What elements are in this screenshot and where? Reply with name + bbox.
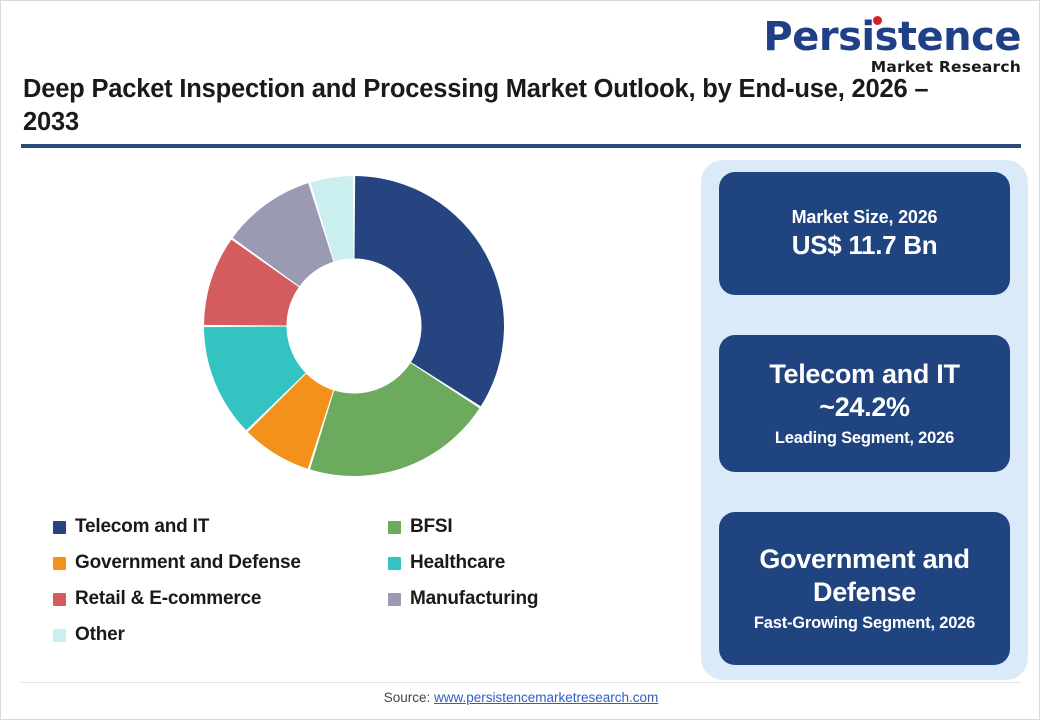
callout-market-size-value: US$ 11.7 Bn	[791, 230, 938, 261]
logo-dot-icon	[873, 16, 883, 25]
callout-fastest-growing-segment: Government and Defense Fast-Growing Segm…	[719, 512, 1010, 665]
callout-market-size-label: Market Size, 2026	[791, 207, 938, 228]
legend-item-label: Other	[75, 624, 125, 645]
callout-leading-segment: Telecom and IT ~24.2% Leading Segment, 2…	[719, 335, 1010, 472]
legend-swatch-icon	[388, 556, 401, 570]
legend-item[interactable]: Healthcare	[388, 552, 673, 574]
legend-swatch-icon	[388, 592, 401, 606]
source-prefix: Source:	[383, 690, 434, 705]
callout-fastest-segment-note: Fast-Growing Segment, 2026	[753, 613, 976, 632]
legend-item-label: Healthcare	[410, 552, 506, 573]
legend-swatch-icon	[53, 556, 66, 570]
legend-item[interactable]: Retail & E-commerce	[53, 588, 388, 610]
page-title: Deep Packet Inspection and Processing Ma…	[23, 75, 929, 136]
legend-item-label: Manufacturing	[410, 588, 539, 609]
legend-item[interactable]: Manufacturing	[388, 588, 673, 610]
callout-fastest-segment-name-line1: Government and	[759, 543, 970, 574]
legend-swatch-icon	[388, 520, 401, 534]
callout-leading-segment-note: Leading Segment, 2026	[774, 428, 955, 447]
callout-leading-segment-name: Telecom and IT	[769, 358, 960, 389]
logo-subtitle-text: Market Research	[870, 58, 1021, 76]
company-logo: Persistence Market Research	[763, 14, 1021, 76]
legend-swatch-icon	[53, 592, 66, 606]
legend-item[interactable]: BFSI	[388, 516, 673, 538]
donut-slice[interactable]: Healthcare 12.4%	[204, 326, 306, 431]
callout-market-size: Market Size, 2026 US$ 11.7 Bn	[719, 172, 1010, 295]
chart-area: Telecom and IT 34.1%BFSI 20.8%Government…	[1, 151, 691, 491]
donut-slice[interactable]: Telecom and IT 34.1%	[354, 176, 504, 407]
donut-slice[interactable]: Government and Defense 7.8%	[247, 373, 334, 469]
chart-legend: Telecom and IT BFSI Government and Defense…	[53, 509, 673, 653]
legend-item-label: BFSI	[410, 516, 453, 537]
donut-chart-svg: Telecom and IT 34.1%BFSI 20.8%Government…	[204, 176, 504, 476]
footer-divider	[21, 682, 1021, 683]
source-footer: Source: www.persistencemarketresearch.co…	[1, 690, 1040, 705]
legend-item[interactable]: Government and Defense	[53, 552, 388, 574]
legend-item-label: Retail & E-commerce	[75, 588, 262, 609]
donut-slice[interactable]: Retail & E-commerce 9.9%	[204, 239, 299, 326]
highlights-panel: Market Size, 2026 US$ 11.7 Bn Telecom an…	[701, 160, 1028, 680]
donut-slice[interactable]: Other 4.8%	[310, 176, 354, 262]
donut-slice[interactable]: BFSI 20.8%	[310, 363, 480, 476]
donut-chart: Telecom and IT 34.1%BFSI 20.8%Government…	[204, 176, 504, 476]
donut-slice[interactable]: Manufacturing 10.2%	[232, 183, 334, 287]
legend-item[interactable]: Other	[53, 624, 388, 646]
legend-item-label: Government and Defense	[75, 552, 301, 573]
legend-item-label: Telecom and IT	[75, 516, 210, 537]
title-divider	[21, 144, 1021, 148]
callout-leading-segment-share: ~24.2%	[819, 391, 910, 422]
legend-swatch-icon	[53, 520, 66, 534]
legend-swatch-icon	[53, 628, 66, 642]
logo-brand-text: Persistence	[763, 14, 1021, 60]
callout-fastest-segment-name-line2: Defense	[813, 576, 916, 607]
legend-item[interactable]: Telecom and IT	[53, 516, 388, 538]
source-link[interactable]: www.persistencemarketresearch.com	[433, 690, 659, 705]
